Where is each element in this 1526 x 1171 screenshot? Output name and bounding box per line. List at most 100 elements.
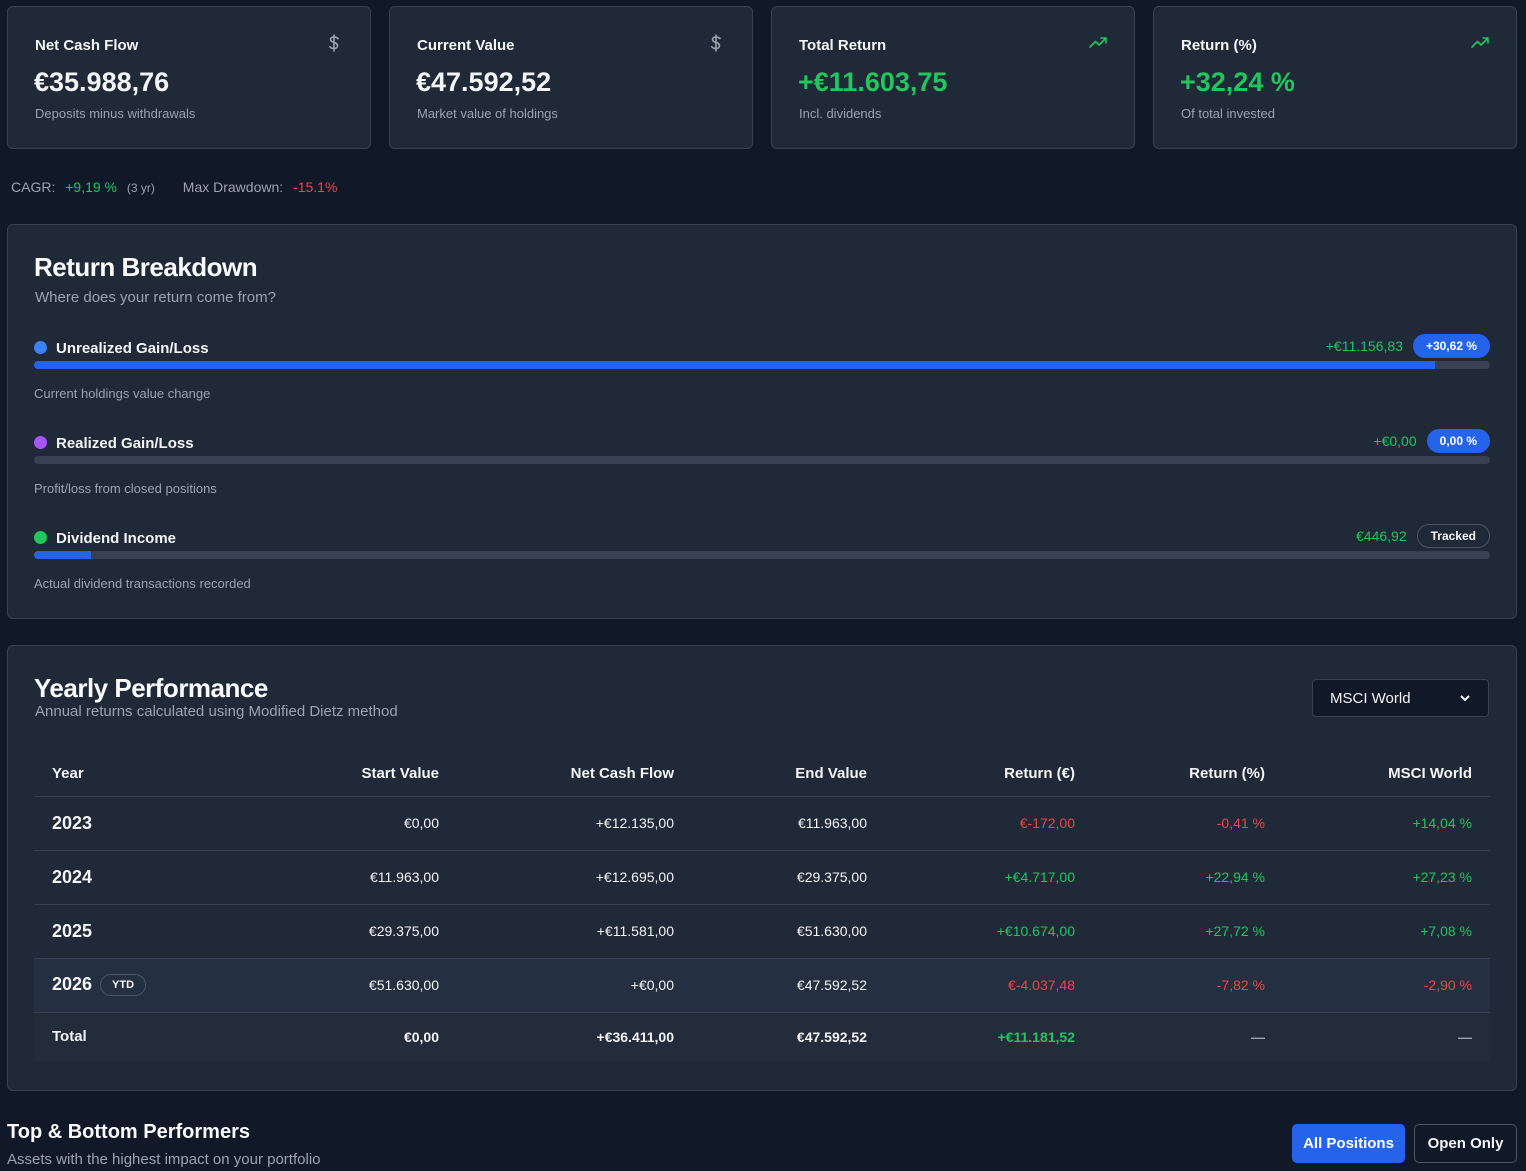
net-cash-flow-cell: +€12.135,00 (439, 796, 674, 851)
breakdown-item-amount: €446,92 (1356, 528, 1407, 544)
trending-up-icon (1470, 33, 1490, 53)
stat-card-subtitle: Market value of holdings (417, 106, 558, 121)
benchmark-cell: +14,04 % (1265, 796, 1490, 851)
cagr-label: CAGR: (11, 179, 56, 195)
stat-card: Net Cash Flow €35.988,76 Deposits minus wi… (7, 6, 371, 149)
benchmark-select[interactable]: MSCI World (1312, 679, 1489, 717)
stat-card-value: +€11.603,75 (798, 67, 948, 97)
year-value: 2026 (52, 974, 93, 994)
total-net-cash-flow: +€36.411,00 (439, 1012, 674, 1061)
stat-cards: Net Cash Flow €35.988,76 Deposits minus wi… (7, 6, 1517, 149)
stat-card-value: +32,24 % (1180, 67, 1295, 97)
year-cell: 2024 (34, 850, 244, 905)
breakdown-item-description: Profit/loss from closed positions (34, 481, 217, 496)
drawdown-value: -15.1% (293, 179, 338, 195)
year-cell: 2025 (34, 904, 244, 959)
year-cell: 2023 (34, 796, 244, 851)
benchmark-cell: +27,23 % (1265, 850, 1490, 905)
return-pct-cell: -0,41 % (1075, 796, 1265, 851)
breakdown-item-name: Dividend Income (56, 530, 177, 547)
net-cash-flow-cell: +€12.695,00 (439, 850, 674, 905)
breakdown-item-values: €446,92 Tracked (1356, 524, 1490, 548)
return-pct-cell: -7,82 % (1075, 958, 1265, 1013)
return-eur-cell: €-172,00 (867, 796, 1075, 851)
stat-card-label: Total Return (799, 37, 887, 54)
return-breakdown-title: Return Breakdown (34, 252, 258, 282)
return-eur-cell: +€10.674,00 (867, 904, 1075, 959)
breakdown-progress-fill (34, 361, 1435, 369)
yearly-performance-title: Yearly Performance (34, 673, 268, 703)
stat-card: Total Return +€11.603,75 Incl. dividends (771, 6, 1135, 149)
return-pct-cell: +22,94 % (1075, 850, 1265, 905)
yearly-performance-panel: Yearly Performance Annual returns calcul… (7, 645, 1517, 1091)
year-value: 2024 (52, 866, 93, 887)
all-positions-button[interactable]: All Positions (1292, 1124, 1405, 1163)
return-pct-cell: +27,72 % (1075, 904, 1265, 959)
end-value-cell: €51.630,00 (674, 904, 867, 959)
breakdown-dot (34, 531, 47, 544)
breakdown-item-values: +€11.156,83 +30,62 % (1326, 334, 1490, 358)
breakdown-item: Unrealized Gain/Loss +€11.156,83 +30,62 % C… (34, 334, 1490, 420)
performers-title: Top & Bottom Performers (7, 1121, 250, 1143)
stat-card-value: €35.988,76 (34, 67, 170, 97)
table-row: 2025 €29.375,00 +€11.581,00 €51.630,00 +€10.… (34, 904, 1490, 959)
yearly-table: Year Start Value Net Cash Flow End Value Ret… (34, 754, 1490, 1061)
start-value-cell: €11.963,00 (244, 850, 439, 905)
breakdown-item-amount: +€0,00 (1373, 433, 1417, 449)
breakdown-progress-track (34, 456, 1490, 464)
year-cell: 2026 YTD (34, 958, 244, 1013)
net-cash-flow-cell: +€0,00 (439, 958, 674, 1013)
return-eur-cell: +€4.717,00 (867, 850, 1075, 905)
stat-card-value: €47.592,52 (416, 67, 552, 97)
column-header: Start Value (244, 754, 439, 797)
year-value: 2025 (52, 920, 93, 941)
benchmark-cell: -2,90 % (1265, 958, 1490, 1013)
breakdown-item-badge: 0,00 % (1426, 429, 1490, 453)
benchmark-select-value: MSCI World (1330, 689, 1411, 707)
dollar-icon (706, 33, 726, 53)
drawdown-label: Max Drawdown: (182, 179, 284, 195)
start-value-cell: €51.630,00 (244, 958, 439, 1013)
chevron-down-icon (1460, 695, 1470, 702)
end-value-cell: €29.375,00 (674, 850, 867, 905)
return-breakdown-subtitle: Where does your return come from? (35, 289, 276, 306)
table-row: 2026 YTD €51.630,00 +€0,00 €47.592,52 €-4.037… (34, 958, 1490, 1013)
stat-card-subtitle: Incl. dividends (799, 106, 882, 121)
open-only-button[interactable]: Open Only (1414, 1124, 1517, 1163)
total-end-value: €47.592,52 (674, 1012, 867, 1061)
metrics-line: CAGR: +9,19 % (3 yr) Max Drawdown: -15.1… (11, 179, 337, 195)
start-value-cell: €29.375,00 (244, 904, 439, 959)
breakdown-item-description: Current holdings value change (34, 386, 211, 401)
return-eur-cell: €-4.037,48 (867, 958, 1075, 1013)
column-header: End Value (674, 754, 867, 797)
column-header: Return (%) (1075, 754, 1265, 797)
breakdown-item-badge: Tracked (1416, 524, 1490, 548)
stat-card-label: Return (%) (1181, 37, 1257, 54)
total-label: Total (34, 1012, 244, 1061)
stat-card-label: Net Cash Flow (35, 37, 139, 54)
stat-card-label: Current Value (417, 37, 515, 54)
breakdown-item-description: Actual dividend transactions recorded (34, 576, 251, 591)
total-start-value: €0,00 (244, 1012, 439, 1061)
yearly-performance-subtitle: Annual returns calculated using Modified… (35, 703, 398, 720)
breakdown-item-values: +€0,00 0,00 % (1373, 429, 1490, 453)
stat-card: Return (%) +32,24 % Of total invested (1153, 6, 1517, 149)
end-value-cell: €47.592,52 (674, 958, 867, 1013)
breakdown-dot (34, 436, 47, 449)
breakdown-item: Realized Gain/Loss +€0,00 0,00 % Profit/los… (34, 429, 1490, 515)
stat-card-subtitle: Of total invested (1181, 106, 1275, 121)
year-value: 2023 (52, 812, 93, 833)
column-header: Year (34, 754, 244, 797)
total-benchmark: — (1265, 1012, 1490, 1061)
table-header-row: Year Start Value Net Cash Flow End Value Ret… (34, 754, 1490, 797)
breakdown-item-amount: +€11.156,83 (1325, 338, 1403, 354)
column-header: Return (€) (867, 754, 1075, 797)
ytd-badge: YTD (100, 974, 147, 996)
breakdown-progress-fill (34, 551, 91, 559)
breakdown-dot (34, 341, 47, 354)
table-row: 2023 €0,00 +€12.135,00 €11.963,00 €-172,00 -0… (34, 796, 1490, 851)
dollar-icon (324, 33, 344, 53)
benchmark-cell: +7,08 % (1265, 904, 1490, 959)
table-row: 2024 €11.963,00 +€12.695,00 €29.375,00 +€4.7… (34, 850, 1490, 905)
stat-card: Current Value €47.592,52 Market value of h… (389, 6, 753, 149)
